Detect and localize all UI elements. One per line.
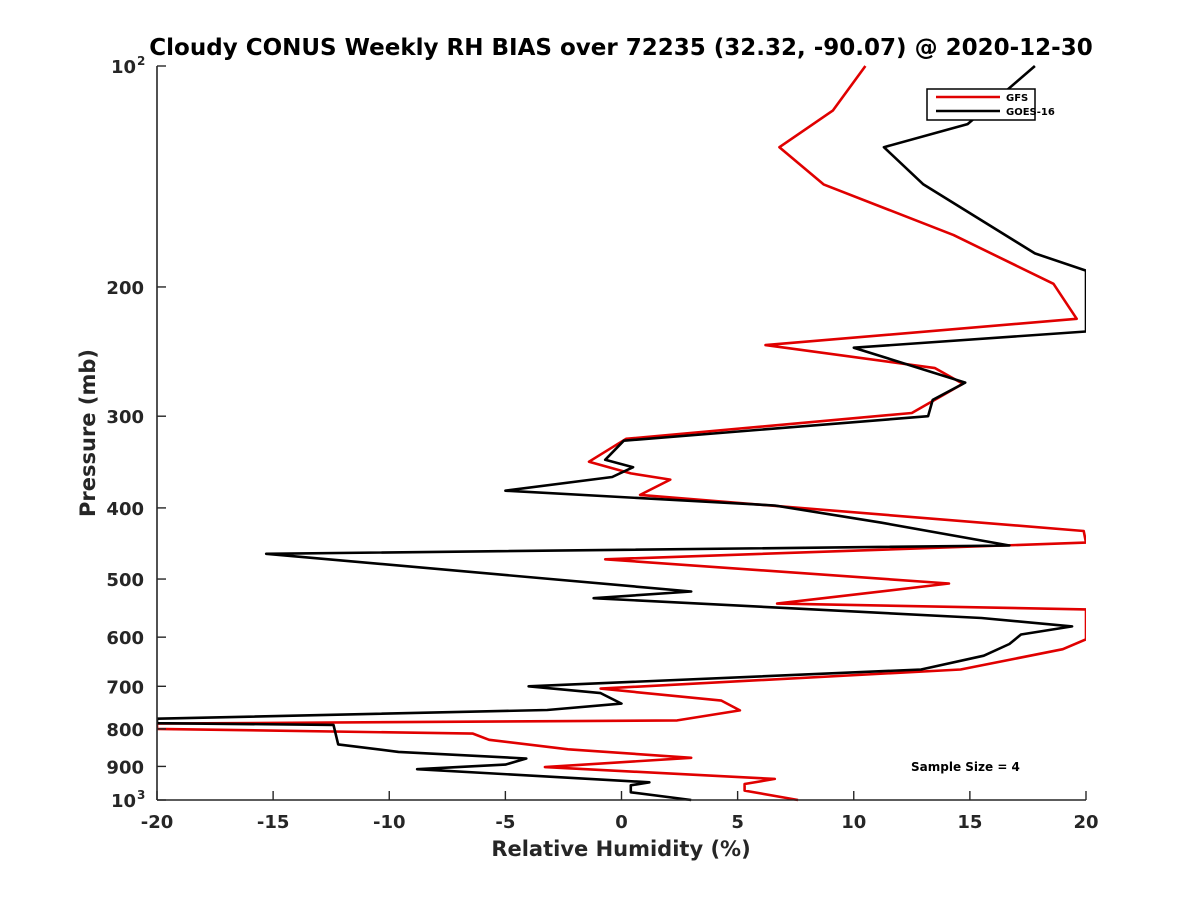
y-tick-label: 200 <box>106 278 144 299</box>
y-tick-label: 300 <box>106 407 144 428</box>
y-tick-label: 800 <box>106 720 144 741</box>
x-tick-label: 5 <box>731 812 744 833</box>
y-tick-label: 10 <box>111 791 136 812</box>
chart-title: Cloudy CONUS Weekly RH BIAS over 72235 (… <box>149 35 1092 61</box>
y-tick-label: 700 <box>106 677 144 698</box>
x-tick-label: 10 <box>841 812 866 833</box>
x-tick-label: 15 <box>957 812 982 833</box>
sample-size-annotation: Sample Size = 4 <box>911 760 1020 774</box>
x-tick-label: -5 <box>495 812 515 833</box>
y-tick-label: 600 <box>106 628 144 649</box>
y-tick-label: 10 <box>111 57 136 78</box>
legend: GFS GOES-16 <box>926 88 1055 121</box>
y-axis-label: Pressure (mb) <box>76 349 100 517</box>
y-tick-exponent: 3 <box>137 788 145 802</box>
x-tick-label: -15 <box>257 812 290 833</box>
x-axis-label: Relative Humidity (%) <box>491 837 750 861</box>
y-tick-label: 900 <box>106 757 144 778</box>
plot-area <box>156 65 1086 802</box>
x-axis: -20 -15 -10 -5 0 5 10 15 20 <box>141 791 1099 833</box>
y-tick-label: 500 <box>106 570 144 591</box>
x-tick-label: 0 <box>615 812 628 833</box>
y-tick-label: 400 <box>106 499 144 520</box>
y-tick-exponent: 2 <box>137 54 145 68</box>
series-line-gfs <box>157 65 1086 802</box>
x-tick-label: -20 <box>141 812 174 833</box>
legend-label-gfs: GFS <box>1006 93 1028 104</box>
legend-label-goes-16: GOES-16 <box>1006 107 1055 118</box>
series-line-goes-16 <box>157 65 1086 802</box>
x-tick-label: 20 <box>1073 812 1098 833</box>
x-tick-label: -10 <box>373 812 406 833</box>
legend-box <box>926 88 1036 121</box>
